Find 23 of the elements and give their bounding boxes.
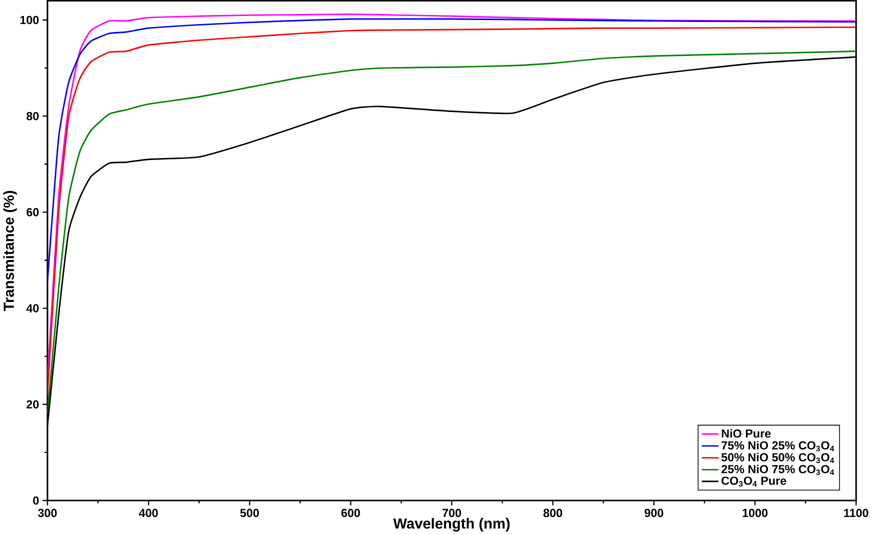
y-tick-label: 20 bbox=[26, 400, 39, 409]
x-axis-title: Wavelength (nm) bbox=[393, 518, 510, 532]
legend-label: 50% NiO 50% CO$_{3}$O$_{4}$ bbox=[721, 452, 834, 464]
x-tick-label: 1000 bbox=[742, 508, 768, 518]
line-series bbox=[47, 18, 856, 282]
y-tick-label: 60 bbox=[26, 208, 39, 216]
x-tick-label: 700 bbox=[442, 508, 462, 518]
y-tick-label: 40 bbox=[26, 304, 39, 312]
legend-label: 25% NiO 75% CO$_{3}$O$_{4}$ bbox=[722, 464, 834, 476]
x-tick-label: 500 bbox=[240, 508, 259, 518]
y-axis-title: Transmitance (%) bbox=[3, 190, 17, 312]
x-tick-label: 1100 bbox=[844, 508, 868, 518]
x-tick-label: 900 bbox=[644, 508, 664, 518]
legend-label: NiO Pure bbox=[722, 429, 771, 438]
x-tick-label: 400 bbox=[138, 508, 158, 518]
y-tick-label: 80 bbox=[26, 112, 39, 120]
y-tick-label: 0 bbox=[33, 496, 39, 505]
legend-label: CO$_{3}$O$_{4}$ Pure bbox=[722, 476, 786, 487]
y-tick-label: 100 bbox=[20, 16, 39, 24]
legend-label: 75% NiO 25% CO$_{3}$O$_{4}$ bbox=[722, 441, 834, 452]
x-tick-label: 300 bbox=[38, 508, 57, 518]
x-tick-label: 600 bbox=[341, 508, 360, 518]
x-tick-label: 800 bbox=[543, 508, 562, 518]
